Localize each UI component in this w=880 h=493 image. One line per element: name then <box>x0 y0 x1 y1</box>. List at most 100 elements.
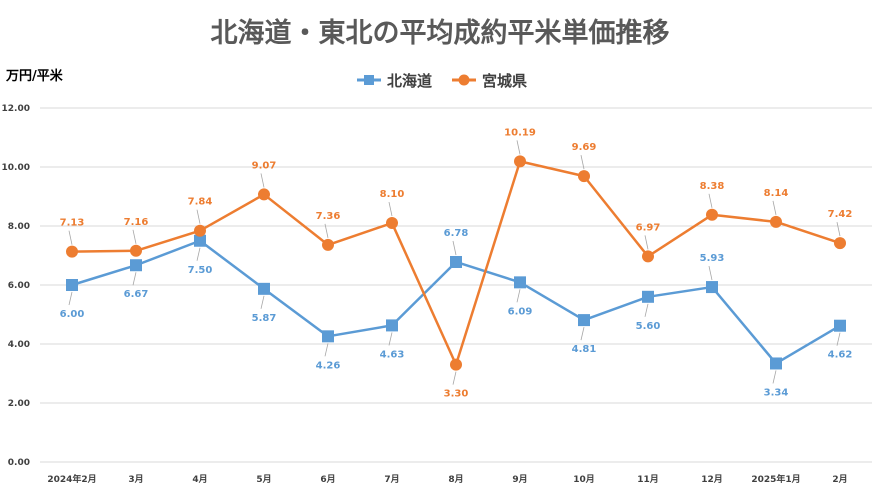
data-label: 8.14 <box>764 188 789 199</box>
y-tick-label: 2.00 <box>8 399 30 409</box>
x-tick-label: 7月 <box>384 474 399 485</box>
x-tick-label: 2024年2月 <box>47 473 96 485</box>
legend-item: 宮城県 <box>452 72 527 90</box>
leader-line <box>516 289 521 303</box>
y-tick-label: 0.00 <box>8 458 30 468</box>
data-point-marker <box>706 281 718 294</box>
data-point-marker <box>130 244 142 257</box>
data-point-marker <box>706 208 718 221</box>
x-tick-label: 8月 <box>448 474 463 485</box>
x-tick-label: 12月 <box>701 474 723 485</box>
x-tick-label: 2月 <box>832 474 847 485</box>
data-labels: 6.00 6.67 7.50 5.87 4.26 4.63 6.78 6.09 4.81 5.60… <box>60 228 853 398</box>
leader-line <box>260 173 265 188</box>
leader-line <box>196 247 201 261</box>
data-point-marker <box>578 314 590 327</box>
leader-line <box>68 291 73 306</box>
legend-marker <box>458 74 470 86</box>
legend-item: 北海道 <box>357 72 432 90</box>
data-label: 7.16 <box>124 217 149 228</box>
y-tick-label: 6.00 <box>8 281 30 291</box>
data-label: 7.42 <box>828 209 853 220</box>
data-point-marker <box>450 358 462 371</box>
leader-line <box>324 343 329 357</box>
legend-label: 宮城県 <box>482 72 527 90</box>
data-label: 4.26 <box>316 360 341 371</box>
data-label: 7.13 <box>60 218 85 229</box>
data-label: 4.81 <box>572 344 597 355</box>
data-label: 6.97 <box>636 222 661 233</box>
data-point-marker <box>642 250 654 263</box>
data-label: 6.67 <box>124 289 149 300</box>
data-point-marker <box>194 224 206 237</box>
data-label: 6.09 <box>508 306 533 317</box>
data-point-marker <box>770 215 782 228</box>
data-point-marker <box>834 237 846 250</box>
leader-line <box>388 332 393 346</box>
x-tick-label: 2025年1月 <box>751 473 800 485</box>
leader-line <box>644 235 649 250</box>
leader-line <box>644 303 649 317</box>
data-point-marker <box>642 290 654 303</box>
data-label: 9.69 <box>572 142 597 153</box>
y-axis-ticks: 0.00 2.00 4.00 6.00 8.00 10.00 12.00 <box>2 104 30 468</box>
y-tick-label: 4.00 <box>8 340 30 350</box>
leader-line <box>132 229 137 244</box>
x-tick-label: 9月 <box>512 474 527 485</box>
data-labels: 7.13 7.16 7.84 9.07 7.36 8.10 3.30 10.19 9.69 6.9… <box>60 127 853 399</box>
leader-line <box>580 327 585 341</box>
data-point-marker <box>66 245 78 258</box>
data-label: 8.10 <box>380 189 405 200</box>
leader-line <box>452 240 457 256</box>
chart-title: 北海道・東北の平均成約平米単価推移 <box>211 17 670 49</box>
data-label: 8.38 <box>700 181 725 192</box>
data-point-marker <box>514 276 526 289</box>
data-label: 7.36 <box>316 211 341 222</box>
leader-line <box>260 295 265 309</box>
legend-marker <box>364 75 374 85</box>
data-label: 7.50 <box>188 265 213 276</box>
data-point-marker <box>514 155 526 168</box>
data-label: 10.19 <box>504 127 536 138</box>
leader-line <box>132 272 137 286</box>
data-point-marker <box>130 259 142 272</box>
leader-line <box>708 265 713 281</box>
leader-line <box>836 332 841 346</box>
data-label: 6.00 <box>60 309 85 320</box>
leader-line <box>580 155 585 170</box>
x-tick-label: 11月 <box>637 474 659 485</box>
leader-line <box>772 200 777 215</box>
y-tick-label: 8.00 <box>8 222 30 232</box>
leader-line <box>452 371 457 385</box>
data-label: 6.78 <box>444 228 469 239</box>
data-point-marker <box>258 188 270 201</box>
data-label: 5.87 <box>252 313 277 324</box>
data-point-marker <box>258 282 270 295</box>
data-point-marker <box>386 319 398 332</box>
legend-label: 北海道 <box>387 72 432 90</box>
leader-line <box>516 140 521 155</box>
x-tick-label: 3月 <box>128 474 143 485</box>
x-tick-label: 5月 <box>256 474 271 485</box>
data-label: 3.34 <box>764 387 789 398</box>
legend: 北海道 宮城県 <box>357 72 527 90</box>
series-layer: 6.00 6.67 7.50 5.87 4.26 4.63 6.78 6.09 4.81 5.60… <box>60 127 853 399</box>
leader-line <box>708 193 713 208</box>
x-tick-label: 6月 <box>320 474 335 485</box>
x-axis-ticks: 2024年2月 3月 4月 5月 6月 7月 8月 9月 10月 11月 12月 2025年1月 2月 <box>47 473 847 485</box>
leader-line <box>324 223 329 238</box>
data-label: 3.30 <box>444 389 469 400</box>
x-tick-label: 4月 <box>192 474 207 485</box>
data-point-marker <box>450 255 462 268</box>
data-point-marker <box>194 234 206 247</box>
y-tick-label: 12.00 <box>2 104 30 114</box>
data-point-marker <box>834 319 846 332</box>
leader-line <box>772 370 777 384</box>
data-point-marker <box>578 170 590 183</box>
data-point-marker <box>322 238 334 251</box>
data-label: 5.60 <box>636 321 661 332</box>
series-hokkaido <box>66 234 846 370</box>
leader-line <box>388 201 393 217</box>
